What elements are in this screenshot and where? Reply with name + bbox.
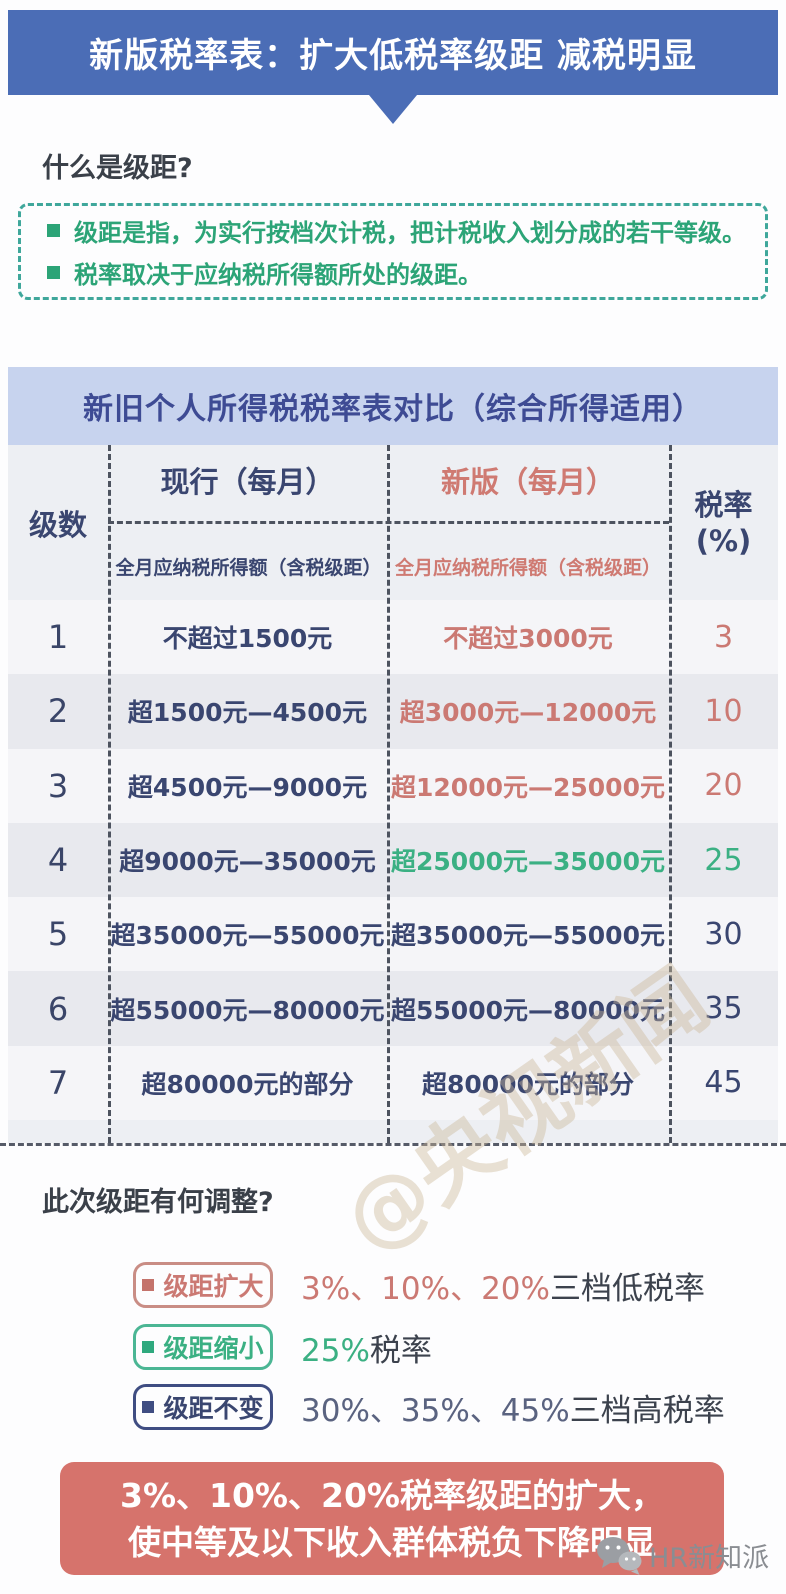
table-row: 5 超35000元—55000元 超35000元—55000元 30 (8, 897, 778, 972)
cell-current-bracket: 超9000元—35000元 (119, 847, 376, 877)
column-header-level: 级数 (28, 507, 87, 542)
table-row: 2 超1500元—4500元 超3000元—12000元 10 (8, 674, 778, 749)
cell-level: 6 (47, 989, 69, 1028)
square-bullet-icon (47, 224, 60, 237)
table-column-dashed-line (387, 445, 390, 1143)
adjustment-description: 30%、35%、45%三档高税率 (301, 1385, 725, 1430)
adjustment-rest: 三档低税率 (549, 1270, 705, 1307)
table-column-dashed-line (669, 445, 672, 1143)
cell-current-bracket: 超55000元—80000元 (110, 995, 385, 1025)
page-title: 新版税率表：扩大低税率级距 减税明显 (89, 36, 697, 76)
cell-current-bracket: 不超过1500元 (162, 624, 333, 654)
tax-rate-comparison-table: 新旧个人所得税税率表对比（综合所得适用） 级数 现行（每月） 新版（每月） 全月… (8, 367, 778, 1143)
adjustment-description: 3%、10%、20%三档低税率 (301, 1263, 705, 1308)
intro-bullet-row: 级距是指，为实行按档次计税，把计税收入划分成的若干等级。 (21, 213, 765, 248)
cell-current-bracket: 超4500元—9000元 (127, 772, 368, 802)
wechat-icon (597, 1537, 642, 1575)
cell-rate: 30 (704, 916, 743, 952)
adjustment-description: 25%税率 (301, 1325, 432, 1370)
adjustment-pill-label: 级距扩大 (163, 1272, 264, 1301)
intro-bullet-text: 税率取决于应纳税所得额所处的级距。 (74, 261, 482, 289)
cell-new-bracket: 超3000元—12000元 (399, 698, 657, 728)
cell-level: 7 (47, 1063, 69, 1102)
section-dashed-divider (0, 1143, 786, 1146)
cell-level: 1 (47, 618, 69, 657)
square-bullet-icon (142, 1279, 155, 1291)
cell-new-bracket: 超25000元—35000元 (391, 847, 665, 877)
cell-rate: 35 (704, 991, 743, 1027)
table-column-dashed-line (108, 445, 111, 1143)
intro-dashed-box: 级距是指，为实行按档次计税，把计税收入划分成的若干等级。 税率取决于应纳税所得额… (18, 203, 768, 300)
subheader-current: 全月应纳税所得额（含税级距） (115, 557, 382, 579)
column-header-current: 现行（每月） (160, 465, 335, 499)
cell-new-bracket: 超12000元—25000元 (391, 772, 665, 802)
table-row: 3 超4500元—9000元 超12000元—25000元 20 (8, 748, 778, 823)
adjustment-pill: 级距扩大 (133, 1262, 273, 1308)
adjustment-rates: 30%、35%、45% (301, 1392, 570, 1429)
banner-pointer-triangle (369, 95, 417, 124)
cell-rate: 45 (704, 1065, 743, 1101)
adjustment-item: 级距扩大 3%、10%、20%三档低税率 (133, 1262, 705, 1308)
table-body: 级数 现行（每月） 新版（每月） 全月应纳税所得额（含税级距） 全月应纳税所得额… (8, 445, 778, 1143)
subheader-new: 全月应纳税所得额（含税级距） (394, 557, 661, 579)
table-row: 1 不超过1500元 不超过3000元 3 (8, 600, 778, 675)
adjustment-rates: 3%、10%、20% (301, 1270, 550, 1307)
adjustment-rates: 25% (301, 1332, 370, 1369)
table-row: 4 超9000元—35000元 超25000元—35000元 25 (8, 822, 778, 898)
table-title: 新旧个人所得税税率表对比（综合所得适用） (8, 367, 778, 445)
column-header-rate: 税率 (%) (669, 445, 778, 600)
intro-bullet-row: 税率取决于应纳税所得额所处的级距。 (21, 255, 765, 290)
cell-new-bracket: 超80000元的部分 (422, 1069, 634, 1099)
cell-level: 3 (47, 766, 69, 805)
cell-current-bracket: 超80000元的部分 (141, 1069, 354, 1099)
conclusion-line2: 使中等及以下收入群体税负下降明显 (128, 1522, 656, 1562)
adjustment-item: 级距不变 30%、35%、45%三档高税率 (133, 1384, 725, 1430)
table-row: 7 超80000元的部分 超80000元的部分 45 (8, 1045, 778, 1121)
column-header-rate-line2: (%) (695, 523, 752, 558)
adjustment-pill-label: 级距不变 (163, 1394, 264, 1423)
adjustments-heading: 此次级距有何调整? (42, 1187, 274, 1218)
adjustment-pill: 级距缩小 (133, 1324, 273, 1370)
cell-rate: 20 (704, 768, 743, 804)
square-bullet-icon (142, 1341, 155, 1353)
square-bullet-icon (142, 1401, 155, 1413)
cell-new-bracket: 超55000元—80000元 (391, 995, 665, 1025)
square-bullet-icon (47, 266, 60, 279)
column-header-rate-line1: 税率 (694, 487, 753, 522)
brand-footer: HR新知派 (594, 1534, 769, 1576)
cell-level: 2 (47, 692, 69, 731)
table-header: 级数 现行（每月） 新版（每月） 全月应纳税所得额（含税级距） 全月应纳税所得额… (8, 445, 778, 600)
brand-name: HR新知派 (649, 1542, 770, 1574)
adjustment-item: 级距缩小 25%税率 (133, 1324, 432, 1370)
adjustment-pill-label: 级距缩小 (163, 1334, 264, 1363)
table-row: 6 超55000元—80000元 超55000元—80000元 35 (8, 971, 778, 1046)
table-rows: 1 不超过1500元 不超过3000元 3 2 超1500元—4500元 超30… (8, 600, 778, 1121)
cell-current-bracket: 超35000元—55000元 (110, 921, 385, 951)
cell-new-bracket: 不超过3000元 (443, 624, 613, 654)
cell-level: 4 (47, 841, 69, 880)
conclusion-line1: 3%、10%、20%税率级距的扩大， (119, 1475, 664, 1515)
adjustment-pill: 级距不变 (133, 1384, 273, 1430)
column-header-new: 新版（每月） (440, 465, 615, 499)
cell-rate: 25 (704, 842, 743, 878)
intro-heading: 什么是级距? (42, 153, 193, 184)
cell-rate: 3 (713, 619, 734, 655)
adjustment-rest: 税率 (369, 1332, 432, 1369)
intro-bullet-text: 级距是指，为实行按档次计税，把计税收入划分成的若干等级。 (74, 219, 746, 247)
page-title-banner: 新版税率表：扩大低税率级距 减税明显 (8, 10, 778, 95)
adjustment-rest: 三档高税率 (569, 1392, 725, 1429)
cell-level: 5 (47, 915, 69, 954)
cell-current-bracket: 超1500元—4500元 (127, 698, 368, 728)
cell-rate: 10 (704, 693, 743, 729)
cell-new-bracket: 超35000元—55000元 (391, 921, 665, 951)
